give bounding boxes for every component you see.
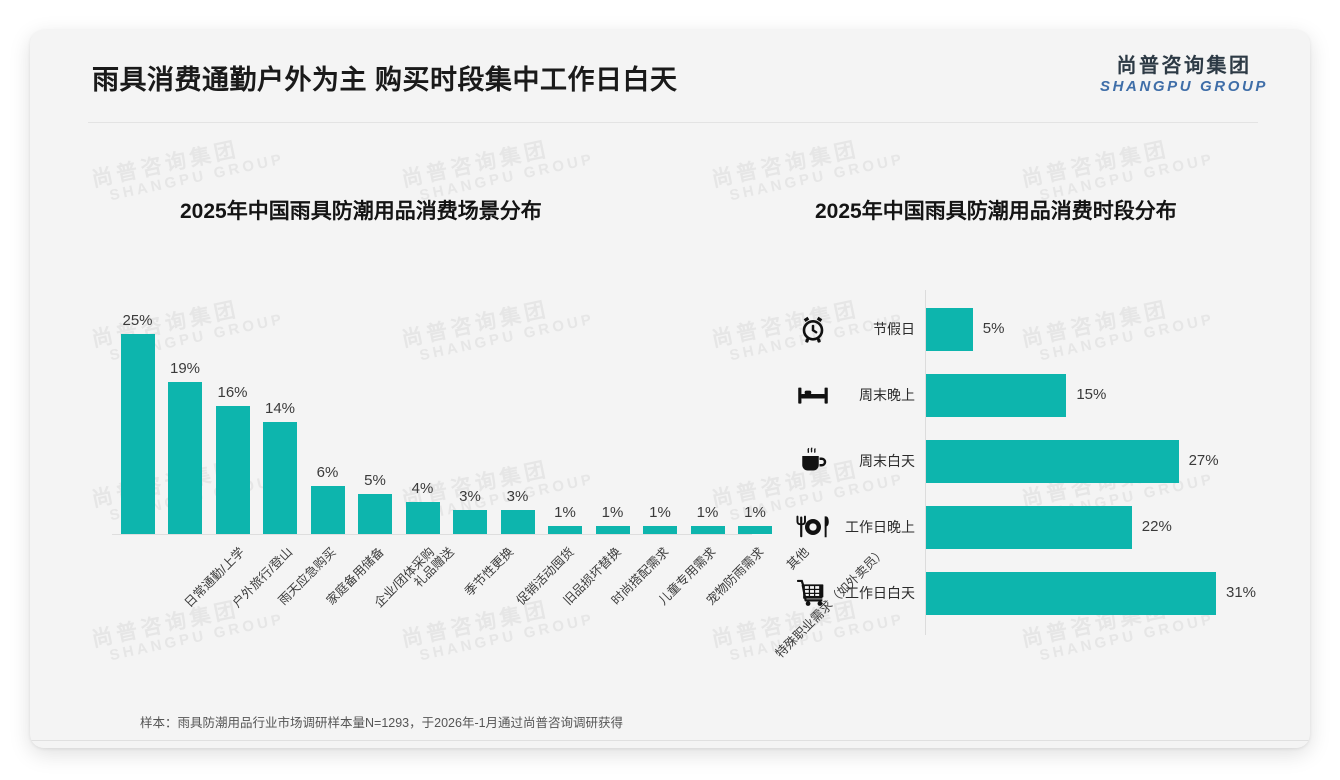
bar-column[interactable]: 1%	[732, 504, 779, 534]
bar-column[interactable]: 16%	[209, 384, 256, 534]
bar-value-label: 19%	[169, 360, 201, 377]
footer: ©2026.1 SHANGPU GROUP www.shangpu-china.…	[30, 741, 1310, 748]
timeslot-label: 工作日晚上	[845, 519, 915, 535]
chart-title-right: 2025年中国雨具防潮用品消费时段分布	[815, 200, 1177, 223]
bar-rect[interactable]	[500, 510, 535, 534]
timeslot-label: 周末晚上	[859, 387, 915, 403]
bar-rect[interactable]	[168, 382, 202, 534]
bar-column[interactable]: 6%	[304, 464, 351, 534]
dinner-plate-icon	[793, 507, 833, 547]
bar-rect[interactable]	[263, 422, 297, 534]
timeslot-label: 工作日白天	[845, 585, 915, 601]
bar-value-label: 1%	[696, 504, 719, 521]
bar-rect[interactable]	[215, 406, 250, 534]
infographic-card: 尚普咨询集团 SHANGPU GROUP 尚普咨询集团 SHANGPU GROUP 尚普…	[30, 30, 1310, 748]
bar-value-label: 4%	[411, 480, 434, 497]
bar-rect[interactable]	[405, 502, 440, 534]
header: 雨具消费通勤户外为主 购买时段集中工作日白天 尚普咨询集团 SHANGPU GR…	[30, 30, 1310, 122]
bar-rect[interactable]	[690, 526, 725, 534]
timeslot-row[interactable]: 工作日晚上 22%	[775, 496, 1285, 558]
bar-column[interactable]: 1%	[542, 504, 589, 534]
bar-rect[interactable]	[926, 505, 1132, 549]
category-label: 季节性更换	[462, 544, 517, 599]
bar-rect[interactable]	[358, 494, 392, 534]
bar-value-label: 31%	[1226, 584, 1257, 601]
bar-column[interactable]: 3%	[494, 488, 541, 534]
bar-rect[interactable]	[643, 526, 677, 534]
bar-column[interactable]: 1%	[684, 504, 731, 534]
bar-rect[interactable]	[926, 373, 1067, 417]
bar-rect[interactable]	[595, 526, 630, 534]
bar-column[interactable]: 1%	[589, 504, 636, 534]
bar-value-label: 1%	[601, 504, 624, 521]
bar-rect[interactable]	[310, 486, 345, 534]
timeslot-row[interactable]: 周末白天 27%	[775, 430, 1285, 492]
header-divider	[88, 122, 1258, 123]
timeslot-row[interactable]: 工作日白天 31%	[775, 562, 1285, 624]
bar-column[interactable]: 1%	[637, 504, 684, 534]
bar-value-label: 25%	[122, 312, 153, 329]
bar-rect[interactable]	[926, 571, 1216, 615]
coffee-cup-icon	[793, 441, 833, 481]
bar-value-label: 5%	[364, 472, 386, 489]
brand-logo: 尚普咨询集团 SHANGPU GROUP	[1100, 54, 1268, 97]
alarm-clock-icon	[793, 309, 833, 349]
page-title: 雨具消费通勤户外为主 购买时段集中工作日白天	[92, 65, 678, 95]
bar-value-label: 5%	[982, 320, 1005, 337]
timeslot-row[interactable]: 周末晚上 15%	[775, 364, 1285, 426]
bar-rect[interactable]	[548, 526, 582, 534]
chart-panel-purchase-timeslot: 2025年中国雨具防潮用品消费时段分布 节假日 5% 周末晚上 15% 周末白天 27% 工…	[775, 140, 1285, 680]
bar-column[interactable]: 5%	[352, 472, 399, 534]
bar-column[interactable]: 19%	[162, 360, 209, 534]
bar-value-label: 27%	[1188, 452, 1219, 469]
bar-value-label: 16%	[217, 384, 248, 401]
bar-value-label: 1%	[649, 504, 671, 521]
bed-icon	[793, 375, 833, 415]
bar-column[interactable]: 4%	[399, 480, 446, 534]
bar-column[interactable]: 14%	[257, 400, 304, 534]
vertical-bar-plot: 25% 19% 16% 14% 6% 5% 4% 3% 3% 1% 1% 1% 1% 1%	[112, 290, 772, 535]
timeslot-label: 节假日	[873, 321, 915, 337]
chart-title-left: 2025年中国雨具防潮用品消费场景分布	[180, 200, 542, 223]
bar-rect[interactable]	[453, 510, 487, 534]
bar-rect[interactable]	[926, 439, 1179, 483]
bar-rect[interactable]	[120, 334, 155, 534]
bar-rect[interactable]	[738, 526, 772, 534]
shopping-cart-icon	[793, 573, 833, 613]
chart-panel-consumption-scenario: 2025年中国雨具防潮用品消费场景分布 25% 19% 16% 14% 6% 5% 4% 3%…	[70, 140, 889, 680]
bar-value-label: 1%	[744, 504, 766, 521]
y-axis-line	[925, 290, 926, 635]
footer-divider	[30, 740, 1310, 741]
horizontal-bar-plot: 节假日 5% 周末晚上 15% 周末白天 27% 工作日晚上 22% 工作日白天 31%	[775, 290, 1285, 635]
bar-value-label: 14%	[264, 400, 296, 417]
logo-english-text: SHANGPU GROUP	[1100, 78, 1268, 95]
bar-value-label: 3%	[459, 488, 481, 505]
bar-value-label: 22%	[1141, 518, 1172, 535]
bar-value-label: 1%	[554, 504, 576, 521]
bar-rect[interactable]	[926, 307, 973, 351]
x-axis-line	[112, 534, 752, 535]
sample-footnote: 样本：雨具防潮用品行业市场调研样本量N=1293，于2026年-1月通过尚普咨询…	[140, 716, 624, 730]
bar-value-label: 3%	[506, 488, 529, 505]
timeslot-row[interactable]: 节假日 5%	[775, 298, 1285, 360]
timeslot-label: 周末白天	[859, 453, 915, 469]
bar-column[interactable]: 25%	[114, 312, 161, 534]
bar-value-label: 6%	[316, 464, 339, 481]
bar-value-label: 15%	[1076, 386, 1107, 403]
bar-column[interactable]: 3%	[447, 488, 494, 534]
logo-chinese-text: 尚普咨询集团	[1116, 55, 1252, 77]
